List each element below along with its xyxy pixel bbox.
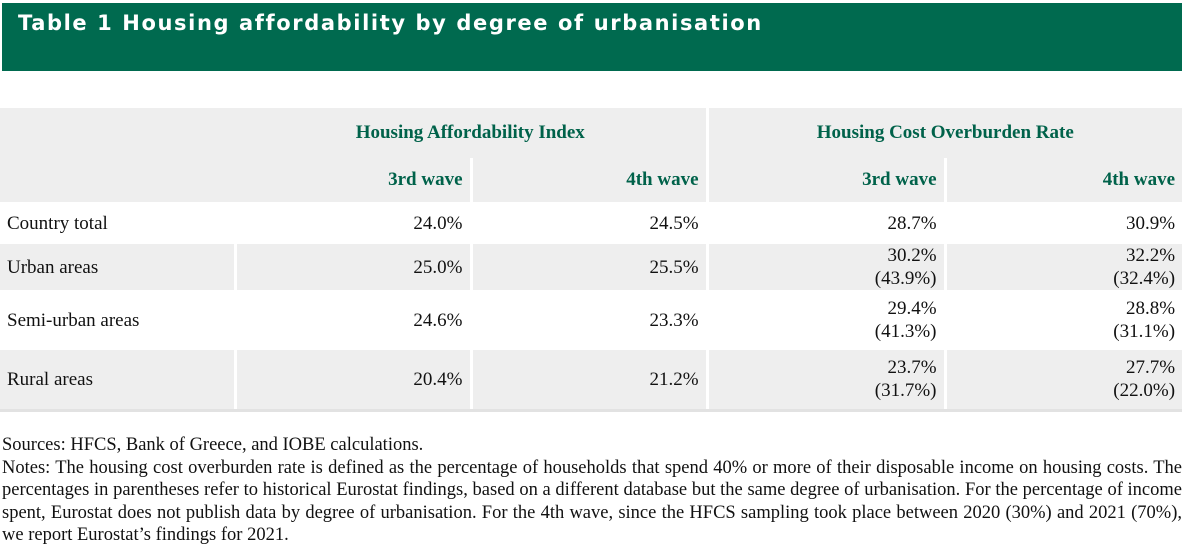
hcor-3rd-hfcs: 28.7%	[887, 212, 937, 234]
hcor-3rd-value: 30.2% (43.9%)	[707, 244, 947, 290]
header-hai-3rd-wave: 3rd wave	[235, 158, 473, 202]
hcor-3rd-eurostat: (43.9%)	[874, 268, 937, 289]
hai-4th-value: 25.5%	[471, 244, 709, 290]
hcor-3rd-value: 29.4% (41.3%)	[707, 290, 947, 350]
table-title: Table 1 Housing affordability by degree …	[18, 11, 763, 35]
row-label: Country total	[0, 202, 237, 244]
header-hai-4th-wave: 4th wave	[471, 158, 709, 202]
hcor-3rd-value: 28.7%	[707, 202, 947, 244]
table-row-rural-areas: Rural areas 20.4% 21.2% 23.7% (31.7%) 27…	[0, 350, 1183, 412]
hcor-3rd-value: 23.7% (31.7%)	[707, 350, 947, 412]
table-row-country-total: Country total 24.0% 24.5% 28.7% 30.9%	[0, 202, 1183, 244]
hcor-4th-value: 27.7% (22.0%)	[945, 350, 1183, 412]
hai-3rd-value: 24.0%	[235, 202, 473, 244]
hcor-4th-eurostat: (22.0%)	[1113, 380, 1176, 402]
table-title-bar: Table 1 Housing affordability by degree …	[2, 3, 1182, 71]
hcor-3rd-hfcs: 29.4%	[887, 298, 937, 319]
header-housing-cost-overburden-rate: Housing Cost Overburden Rate	[707, 108, 1183, 158]
header-housing-affordability-index: Housing Affordability Index	[235, 108, 709, 158]
table-row-urban-areas: Urban areas 25.0% 25.5% 30.2% (43.9%) 32…	[0, 244, 1183, 290]
row-label: Semi-urban areas	[0, 290, 237, 350]
hcor-4th-hfcs: 32.2%	[1125, 245, 1176, 266]
hai-4th-value: 24.5%	[471, 202, 709, 244]
hcor-3rd-hfcs: 30.2%	[887, 245, 937, 266]
housing-affordability-table: Housing Affordability Index Housing Cost…	[0, 108, 1183, 412]
hcor-4th-value: 32.2% (32.4%)	[945, 244, 1183, 290]
table-footnotes: Sources: HFCS, Bank of Greece, and IOBE …	[2, 434, 1182, 547]
hai-3rd-value: 20.4%	[235, 350, 473, 412]
header-hcor-4th-wave: 4th wave	[945, 158, 1183, 202]
hcor-4th-hfcs: 28.8%	[1125, 298, 1176, 319]
hcor-3rd-eurostat: (41.3%)	[874, 321, 937, 342]
table-container: Housing Affordability Index Housing Cost…	[0, 108, 1183, 412]
hcor-4th-hfcs: 30.9%	[1125, 212, 1176, 234]
hcor-4th-eurostat: (32.4%)	[1113, 268, 1176, 289]
row-label: Rural areas	[0, 350, 237, 412]
header-wave-row: 3rd wave 4th wave 3rd wave 4th wave	[0, 158, 1183, 202]
hcor-4th-eurostat: (31.1%)	[1113, 321, 1176, 342]
sources-text: Sources: HFCS, Bank of Greece, and IOBE …	[2, 435, 424, 455]
notes-text: Notes: The housing cost overburden rate …	[2, 457, 1182, 546]
hai-3rd-value: 24.6%	[235, 290, 473, 350]
hcor-4th-hfcs: 27.7%	[1125, 357, 1176, 379]
table-row-semi-urban-areas: Semi-urban areas 24.6% 23.3% 29.4% (41.3…	[0, 290, 1183, 350]
hai-4th-value: 23.3%	[471, 290, 709, 350]
hai-3rd-value: 25.0%	[235, 244, 473, 290]
hcor-4th-value: 28.8% (31.1%)	[945, 290, 1183, 350]
header-stub-cell	[0, 108, 235, 202]
hcor-3rd-hfcs: 23.7%	[887, 357, 937, 379]
hcor-3rd-eurostat: (31.7%)	[874, 380, 937, 402]
row-label: Urban areas	[0, 244, 237, 290]
header-hcor-3rd-wave: 3rd wave	[707, 158, 947, 202]
header-group-row: Housing Affordability Index Housing Cost…	[0, 108, 1183, 202]
hcor-4th-value: 30.9%	[945, 202, 1183, 244]
hai-4th-value: 21.2%	[471, 350, 709, 412]
